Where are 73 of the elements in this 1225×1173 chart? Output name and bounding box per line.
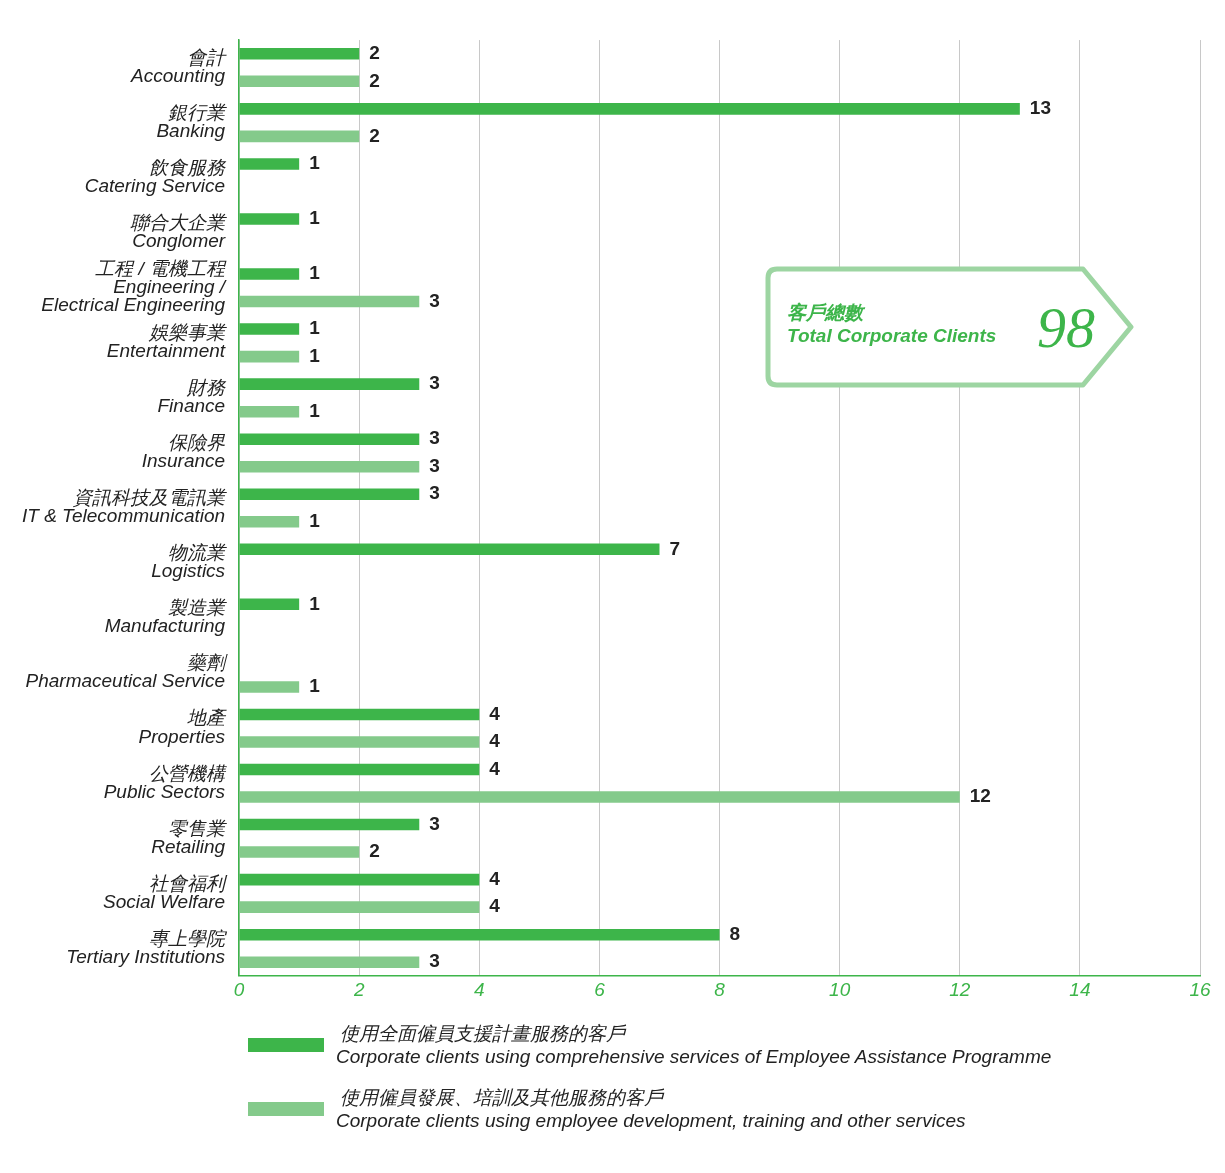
annotation: 客戶總數 bbox=[787, 301, 866, 324]
data-label: 1 bbox=[309, 317, 321, 339]
data-label: 2 bbox=[369, 124, 380, 146]
x-tick-label: 6 bbox=[594, 978, 606, 1000]
data-label: 3 bbox=[429, 950, 440, 972]
bar bbox=[239, 405, 300, 418]
data-label: 12 bbox=[969, 785, 991, 807]
y-tick-label: 地產 Properties bbox=[138, 707, 228, 747]
annotation: 98 bbox=[1037, 294, 1095, 361]
data-label: 1 bbox=[309, 262, 321, 284]
legend-label: 使用僱員發展、培訓及其他服務的客戶 Corporate clients using employee development, training and other services bbox=[336, 1086, 966, 1132]
bar bbox=[239, 681, 300, 693]
data-label: 1 bbox=[309, 399, 321, 421]
data-label: 3 bbox=[429, 289, 440, 311]
data-label: 1 bbox=[309, 207, 321, 229]
x-tick-label: 2 bbox=[352, 978, 365, 1000]
data-label: 2 bbox=[369, 69, 380, 91]
data-label: 8 bbox=[729, 922, 741, 944]
x-tick-label: 0 bbox=[233, 978, 245, 1000]
bar bbox=[239, 460, 420, 473]
data-label: 4 bbox=[489, 757, 501, 779]
bar bbox=[239, 515, 300, 528]
y-tick-label: 飲食服務 Catering Service bbox=[84, 156, 228, 196]
x-tick-label: 10 bbox=[829, 978, 851, 1000]
data-label: 3 bbox=[429, 454, 440, 476]
y-tick-label: 資訊科技及電訊業 IT & Telecommunication bbox=[22, 487, 228, 527]
data-label: 3 bbox=[429, 427, 440, 449]
y-tick-label: 藥劑 Pharmaceutical Service bbox=[25, 652, 229, 692]
data-label: 3 bbox=[429, 482, 440, 504]
data-label: 4 bbox=[489, 702, 501, 724]
bar bbox=[239, 846, 360, 858]
bar bbox=[239, 901, 480, 913]
y-tick-label: 製造業 Manufacturing bbox=[104, 597, 228, 637]
data-label: 3 bbox=[429, 372, 440, 394]
y-tick-label: 保險界 Insurance bbox=[141, 432, 227, 472]
data-label: 7 bbox=[669, 537, 681, 559]
y-tick-label: 專上學院 Tertiary Institutions bbox=[66, 927, 229, 967]
y-tick-label: 會計 Accounting bbox=[130, 46, 228, 86]
y-tick-label: 娛樂事業 Entertainment bbox=[106, 322, 228, 362]
bar bbox=[239, 350, 300, 363]
data-label: 3 bbox=[429, 812, 440, 834]
y-tick-label: 社會福利 Social Welfare bbox=[102, 872, 229, 912]
x-tick-label: 12 bbox=[949, 978, 971, 1000]
bar bbox=[239, 791, 960, 803]
annotation: Total Corporate Clients bbox=[787, 324, 997, 347]
x-tick-label: 16 bbox=[1189, 978, 1211, 1000]
data-label: 4 bbox=[489, 730, 501, 752]
bar bbox=[239, 130, 360, 143]
y-tick-label: 銀行業 Banking bbox=[156, 101, 228, 141]
y-tick-label: 工程 / 電機工程 Engineering / Electrical Engineering bbox=[41, 258, 228, 316]
data-label: 2 bbox=[369, 42, 380, 64]
data-label: 1 bbox=[309, 675, 321, 697]
data-label: 1 bbox=[309, 344, 321, 366]
bar bbox=[239, 736, 480, 748]
y-tick-label: 公營機構 Public Sectors bbox=[103, 762, 228, 802]
legend-label: 使用全面僱員支援計畫服務的客戶 Corporate clients using comprehensive services of Employee Assistance Programme bbox=[336, 1022, 1052, 1068]
data-label: 1 bbox=[309, 510, 321, 531]
bar bbox=[239, 75, 360, 88]
bar bbox=[239, 295, 420, 308]
data-label: 4 bbox=[489, 867, 501, 889]
data-label: 2 bbox=[369, 840, 380, 862]
y-tick-label: 聯合大企業 Conglomer bbox=[130, 211, 228, 252]
bar bbox=[239, 956, 420, 968]
y-tick-label: 財務 Finance bbox=[157, 377, 228, 417]
x-tick-label: 4 bbox=[474, 978, 485, 1000]
data-label: 4 bbox=[489, 895, 501, 917]
data-label: 1 bbox=[309, 592, 321, 614]
x-tick-label: 8 bbox=[714, 978, 726, 1000]
y-tick-label: 零售業 Retailing bbox=[151, 817, 228, 857]
x-tick-label: 14 bbox=[1069, 978, 1091, 1000]
data-label: 1 bbox=[309, 152, 321, 174]
y-tick-label: 物流業 Logistics bbox=[151, 542, 228, 582]
data-label: 13 bbox=[1029, 97, 1051, 119]
